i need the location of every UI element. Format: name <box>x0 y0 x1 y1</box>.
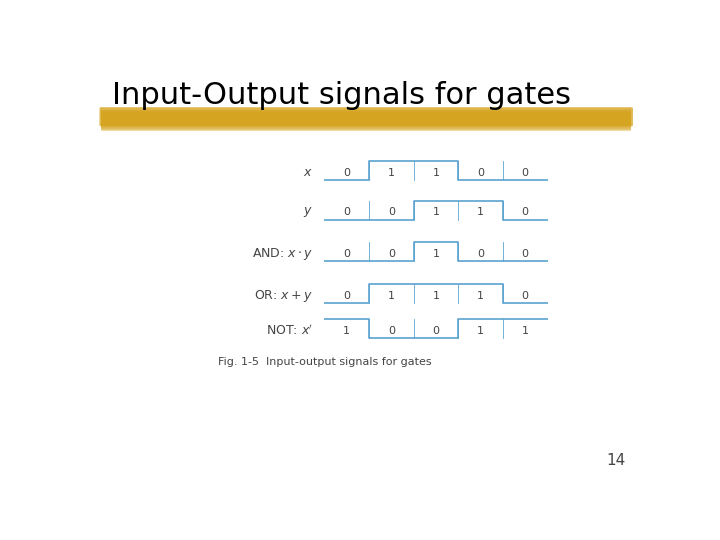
Text: 0: 0 <box>343 168 350 178</box>
Text: 0: 0 <box>522 207 528 218</box>
Text: 0: 0 <box>433 326 439 336</box>
Text: 0: 0 <box>388 249 395 259</box>
Text: 0: 0 <box>343 207 350 218</box>
Text: Input-Output signals for gates: Input-Output signals for gates <box>112 82 572 111</box>
Text: 1: 1 <box>433 249 439 259</box>
Text: OR: $x + y$: OR: $x + y$ <box>254 288 313 303</box>
Text: 1: 1 <box>343 326 350 336</box>
Text: $x$: $x$ <box>303 166 313 179</box>
Text: 0: 0 <box>522 249 528 259</box>
Text: 0: 0 <box>477 168 484 178</box>
Text: NOT: $x'$: NOT: $x'$ <box>266 323 313 338</box>
Text: 1: 1 <box>477 291 484 301</box>
FancyBboxPatch shape <box>99 107 633 126</box>
Text: 0: 0 <box>388 207 395 218</box>
Bar <box>101 112 631 131</box>
Bar <box>101 109 631 125</box>
Text: Fig. 1-5  Input-output signals for gates: Fig. 1-5 Input-output signals for gates <box>217 357 431 367</box>
Text: 1: 1 <box>477 326 484 336</box>
Bar <box>101 109 631 126</box>
Text: 0: 0 <box>477 249 484 259</box>
Bar <box>101 110 631 127</box>
Text: 0: 0 <box>343 249 350 259</box>
Text: 1: 1 <box>433 291 439 301</box>
Text: 0: 0 <box>388 326 395 336</box>
Text: 1: 1 <box>388 291 395 301</box>
Text: AND: $x \cdot y$: AND: $x \cdot y$ <box>252 246 313 262</box>
Text: 0: 0 <box>522 168 528 178</box>
Text: $y$: $y$ <box>303 205 313 219</box>
Text: 1: 1 <box>433 207 439 218</box>
Text: 14: 14 <box>606 453 626 468</box>
Text: 1: 1 <box>433 168 439 178</box>
Bar <box>101 110 631 129</box>
Bar <box>101 111 631 130</box>
Text: 1: 1 <box>522 326 528 336</box>
Text: 1: 1 <box>388 168 395 178</box>
Text: 0: 0 <box>343 291 350 301</box>
Text: 1: 1 <box>477 207 484 218</box>
Text: 0: 0 <box>522 291 528 301</box>
